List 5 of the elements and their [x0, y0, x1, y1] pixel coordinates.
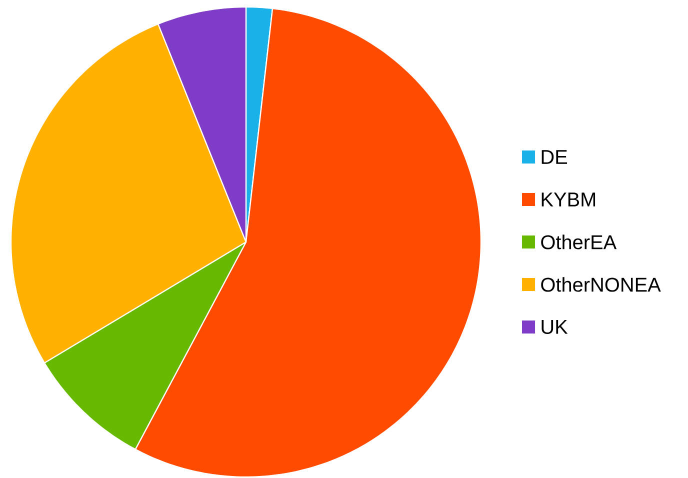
legend-label: OtherEA [541, 234, 617, 250]
legend-label: KYBM [542, 192, 596, 207]
legend-label: OtherNONEA [541, 277, 661, 292]
legend-label: DE [542, 150, 568, 164]
legend-label: UK [542, 320, 568, 334]
